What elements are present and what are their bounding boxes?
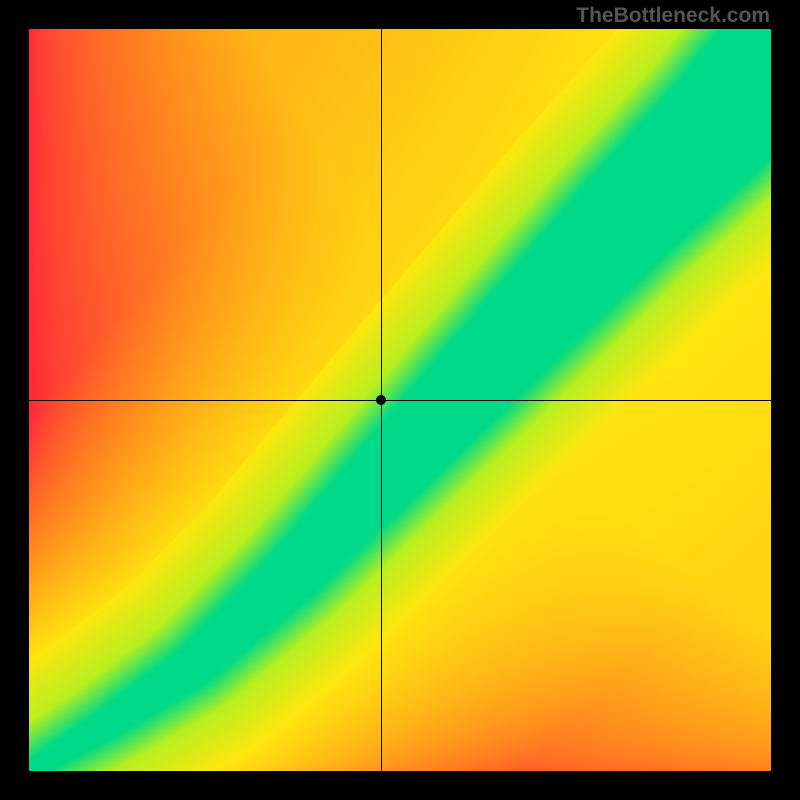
crosshair-horizontal xyxy=(29,400,771,401)
watermark-text: TheBottleneck.com xyxy=(576,4,770,28)
plot-area xyxy=(29,29,771,771)
marker-dot xyxy=(376,395,386,405)
